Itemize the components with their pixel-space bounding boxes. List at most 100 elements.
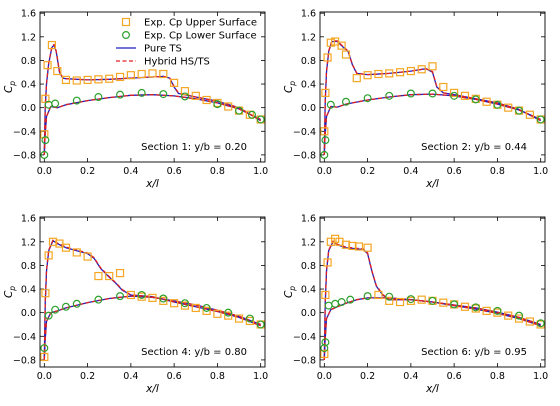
exp-lower-marker xyxy=(40,344,49,353)
y-tick-label: −0.4 xyxy=(293,127,316,138)
exp-lower-marker xyxy=(224,308,233,317)
exp-upper-marker xyxy=(321,88,330,98)
exp-lower-marker xyxy=(536,319,545,328)
pure-ts-upper-line xyxy=(323,241,541,360)
x-tick-label: 0.6 xyxy=(447,371,462,382)
panel-4: 0.0 0.2 0.4 0.6 0.8 1.0 −0.8 −0.4 0.0 0.4 0.8 1.2 1.… xyxy=(283,214,548,395)
exp-upper-marker xyxy=(159,69,168,79)
exp-upper-marker xyxy=(395,68,405,77)
y-tick-label: −0.8 xyxy=(293,355,316,366)
exp-upper-marker xyxy=(191,303,200,313)
exp-lower-marker xyxy=(337,298,346,307)
x-tick-label: 1.0 xyxy=(253,166,268,177)
x-tick-label: 0.8 xyxy=(210,371,225,382)
x-tick-label: 0.0 xyxy=(37,371,52,382)
y-tick-label: 0.4 xyxy=(301,285,316,296)
y-tick-label: 0.8 xyxy=(21,261,36,272)
exp-lower-marker xyxy=(493,100,502,109)
exp-lower-marker xyxy=(137,88,146,97)
exp-upper-marker xyxy=(341,50,351,59)
y-tick-label: −0.8 xyxy=(293,150,316,161)
exp-upper-marker xyxy=(43,61,52,70)
exp-upper-marker xyxy=(439,82,448,92)
y-tick-label: 1.6 xyxy=(301,214,316,225)
exp-upper-marker xyxy=(126,71,135,80)
x-axis-label: x/l xyxy=(425,178,439,190)
y-tick-label: 1.6 xyxy=(301,9,316,20)
exp-lower-marker xyxy=(94,93,103,102)
exp-upper-marker xyxy=(321,290,330,300)
exp-upper-marker xyxy=(180,87,190,96)
exp-lower-marker xyxy=(116,292,125,301)
exp-upper-marker xyxy=(148,69,157,78)
exp-lower-marker xyxy=(363,94,372,103)
y-tick-label: 0.8 xyxy=(301,56,316,67)
exp-lower-marker xyxy=(116,90,125,99)
pure-ts-upper-line xyxy=(323,40,542,155)
y-tick-label: 0.4 xyxy=(21,285,36,296)
exp-upper-marker xyxy=(72,248,81,257)
exp-lower-marker xyxy=(536,115,545,124)
exp-lower-marker xyxy=(94,295,103,304)
axes-frame xyxy=(39,216,266,368)
x-tick-label: 0.6 xyxy=(167,166,182,177)
hybrid-upper-line xyxy=(323,40,542,155)
x-tick-label: 0.6 xyxy=(167,371,182,382)
y-tick-label: 1.2 xyxy=(21,237,36,248)
exp-upper-marker xyxy=(245,110,254,119)
exp-lower-marker xyxy=(428,89,437,98)
exp-upper-marker xyxy=(337,41,346,50)
y-tick-label: 0.0 xyxy=(301,103,316,114)
exp-upper-marker xyxy=(41,94,50,103)
axes-frame xyxy=(39,11,266,163)
exp-upper-marker xyxy=(482,306,491,315)
exp-upper-marker xyxy=(320,349,329,359)
y-axis-label: Cp xyxy=(3,81,17,93)
y-axis-label: Cp xyxy=(3,286,17,298)
exp-lower-marker xyxy=(137,290,146,299)
exp-lower-marker xyxy=(41,136,50,145)
exp-upper-marker xyxy=(105,271,114,281)
y-tick-label: 0.8 xyxy=(21,56,36,67)
section-label: Section 1: y/b = 0.20 xyxy=(141,142,247,153)
exp-upper-marker xyxy=(202,95,211,105)
legend-square-marker xyxy=(121,17,131,27)
exp-upper-marker xyxy=(61,75,71,85)
x-tick-label: 0.0 xyxy=(37,166,52,177)
x-tick-label: 0.2 xyxy=(80,166,95,177)
exp-lower-marker xyxy=(320,150,329,159)
exp-upper-marker xyxy=(363,71,372,80)
exp-lower-marker xyxy=(326,100,335,109)
exp-upper-marker xyxy=(72,76,81,85)
exp-upper-marker xyxy=(504,103,513,112)
panel-2: 0.0 0.2 0.4 0.6 0.8 1.0 −0.8 −0.4 0.0 0.4 0.8 1.2 1.… xyxy=(283,9,548,190)
exp-lower-marker xyxy=(235,106,244,115)
x-tick-label: 0.4 xyxy=(403,166,418,177)
x-tick-label: 1.0 xyxy=(253,371,268,382)
exp-lower-marker xyxy=(40,150,49,159)
exp-upper-marker xyxy=(213,309,222,318)
exp-upper-marker xyxy=(202,306,211,315)
exp-lower-marker xyxy=(51,99,60,108)
panel-1: 0.0 0.2 0.4 0.6 0.8 1.0 −0.8 −0.4 0.0 0.4 0.8 1.2 1.… xyxy=(3,9,268,190)
y-tick-label: 1.6 xyxy=(21,9,36,20)
exp-upper-marker xyxy=(363,243,372,252)
legend-label: Exp. Cp Lower Surface xyxy=(144,31,257,42)
exp-upper-marker xyxy=(83,75,92,85)
section-label: Section 6: y/b = 0.95 xyxy=(421,347,527,358)
exp-upper-marker xyxy=(234,314,244,323)
exp-lower-marker xyxy=(515,106,524,115)
exp-upper-marker xyxy=(170,299,179,308)
y-axis-label: Cp xyxy=(283,81,297,93)
exp-lower-marker xyxy=(363,292,372,301)
x-tick-label: 0.0 xyxy=(317,166,332,177)
exp-upper-marker xyxy=(83,252,92,261)
exp-upper-marker xyxy=(354,242,364,251)
exp-lower-marker xyxy=(515,311,524,320)
exp-upper-marker xyxy=(331,37,340,46)
exp-lower-marker xyxy=(51,305,60,314)
exp-upper-marker xyxy=(55,239,64,248)
exp-lower-marker xyxy=(321,136,330,145)
y-tick-label: −0.8 xyxy=(13,150,36,161)
